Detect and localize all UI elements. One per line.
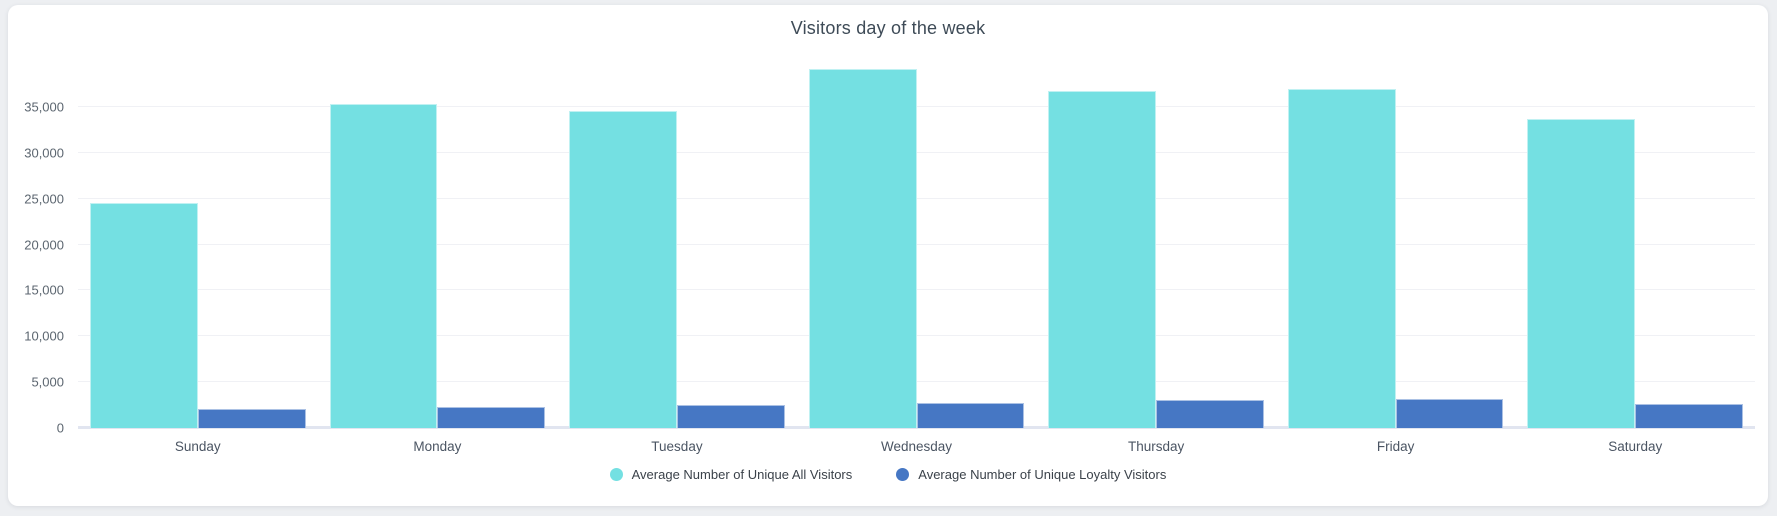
legend-item-unique-loyalty-visitors[interactable]: Average Number of Unique Loyalty Visitor… [896,467,1166,482]
chart-plot-area: 0 5,000 10,000 15,000 20,000 25,000 30,000 35,0… [24,61,1755,436]
legend-label-unique-all-visitors: Average Number of Unique All Visitors [631,467,853,482]
y-tick-label-15000: 15,000 [24,282,64,298]
bar-group-friday [1276,61,1516,428]
x-category-label-sunday: Sunday [174,439,221,454]
bar-unique-loyalty-visitors-friday[interactable] [1395,398,1504,428]
x-category-label-monday: Monday [413,439,462,454]
bar-unique-loyalty-visitors-sunday[interactable] [197,408,306,428]
bar-group-tuesday [557,61,797,428]
x-category-label-thursday: Thursday [1127,439,1185,454]
chart-legend: Average Number of Unique All Visitors Ave… [8,467,1768,482]
y-tick-label-30000: 30,000 [24,145,64,161]
legend-dot-unique-loyalty-visitors [896,468,910,481]
x-axis-labels: Sunday Monday Tuesday Wednesday Thursday Frid… [78,437,1755,457]
y-tick-label-10000: 10,000 [24,328,64,344]
bar-unique-loyalty-visitors-tuesday[interactable] [676,405,785,428]
bar-group-saturday [1515,61,1755,428]
bar-group-sunday [78,61,318,428]
bar-unique-all-visitors-saturday[interactable] [1527,118,1636,428]
legend-label-unique-loyalty-visitors: Average Number of Unique Loyalty Visitor… [918,467,1167,482]
legend-item-unique-all-visitors[interactable]: Average Number of Unique All Visitors [609,467,853,482]
y-tick-label-25000: 25,000 [24,191,64,207]
bar-unique-all-visitors-tuesday[interactable] [569,111,677,428]
x-category-label-friday: Friday [1376,439,1415,454]
bar-group-thursday [1036,61,1276,428]
chart-card: Visitors day of the week 0 5,000 10,000 15,… [8,5,1768,506]
y-tick-label-5000: 5,000 [31,374,64,390]
bar-unique-all-visitors-wednesday[interactable] [808,69,917,428]
y-tick-label-35000: 35,000 [24,99,64,115]
bar-unique-all-visitors-sunday[interactable] [89,203,198,428]
chart-title: Visitors day of the week [790,18,986,38]
bar-unique-loyalty-visitors-saturday[interactable] [1635,404,1744,428]
bar-unique-loyalty-visitors-wednesday[interactable] [916,403,1025,428]
bar-unique-loyalty-visitors-thursday[interactable] [1156,400,1264,428]
bar-unique-loyalty-visitors-monday[interactable] [437,406,546,428]
x-category-label-tuesday: Tuesday [651,439,703,454]
bar-unique-all-visitors-friday[interactable] [1287,89,1396,428]
y-tick-label-0: 0 [56,420,64,436]
bar-unique-all-visitors-monday[interactable] [329,104,438,428]
bar-group-wednesday [797,61,1037,428]
x-category-label-saturday: Saturday [1608,439,1663,454]
x-category-label-wednesday: Wednesday [881,439,953,454]
bars-container [78,61,1755,428]
bar-group-monday [318,61,558,428]
legend-dot-unique-all-visitors [609,468,623,481]
y-tick-label-20000: 20,000 [24,237,64,252]
bar-unique-all-visitors-thursday[interactable] [1048,91,1157,428]
